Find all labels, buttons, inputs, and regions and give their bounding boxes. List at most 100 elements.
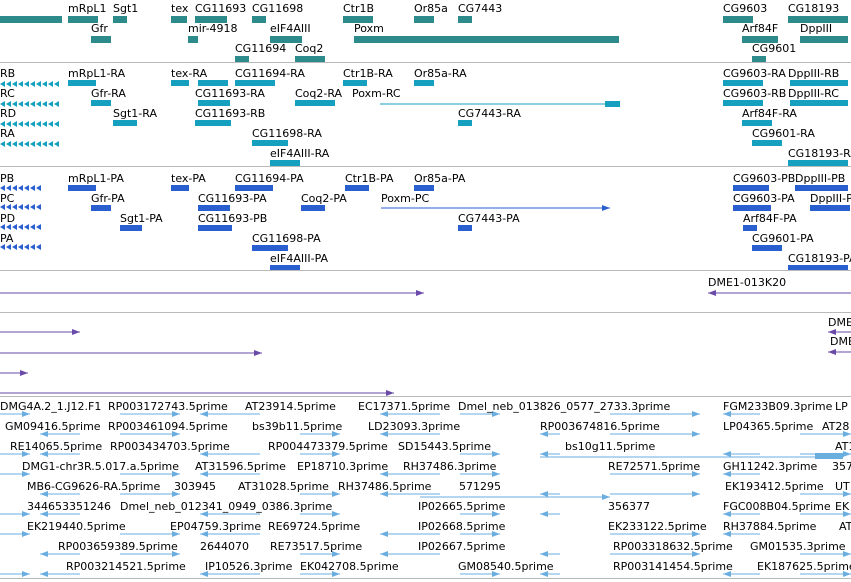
contigs-track-feature-label[interactable]: DME1-013K20 — [708, 276, 787, 289]
genes-track-feature-label[interactable]: CG11693 — [195, 2, 247, 15]
protein-glyph[interactable] — [18, 224, 23, 230]
protein-glyph[interactable] — [795, 185, 848, 191]
transcript-glyph[interactable] — [6, 141, 11, 147]
proteins-track-feature-label[interactable]: CG11698-PA — [252, 232, 321, 245]
transcripts-track-feature-label[interactable]: Coq2-RA — [295, 87, 343, 100]
transcript-glyph[interactable] — [414, 80, 434, 86]
proteins-track-feature-label[interactable]: Gfr-PA — [91, 192, 125, 205]
transcript-glyph[interactable] — [18, 101, 23, 107]
protein-glyph[interactable] — [24, 244, 29, 250]
protein-glyph[interactable] — [12, 185, 17, 191]
gene-glyph[interactable] — [235, 56, 249, 63]
ests-track-feature-label[interactable]: IP10526.3prime — [205, 560, 293, 573]
ests-track-feature-label[interactable]: bs39b11.5prime — [252, 420, 343, 433]
ests-track-feature-label[interactable]: IP02667.5prime — [418, 540, 506, 553]
protein-glyph[interactable] — [6, 204, 11, 210]
proteins-track-feature-label[interactable]: CG11693-PA — [198, 192, 267, 205]
protein-glyph[interactable] — [18, 204, 23, 210]
ests-track-feature-label[interactable]: AT31028.5prime — [238, 480, 329, 493]
gene-glyph[interactable] — [195, 16, 227, 23]
transcripts-track-feature-label[interactable]: Or85a-RA — [414, 67, 467, 80]
transcript-glyph[interactable] — [24, 81, 29, 87]
transcript-glyph[interactable] — [723, 100, 763, 106]
transcripts-track-feature-label[interactable]: CG11693-RA — [195, 87, 265, 100]
transcript-glyph[interactable] — [0, 101, 5, 107]
protein-glyph[interactable] — [301, 205, 325, 211]
transcripts-track-feature-label[interactable]: Ctr1B-RA — [343, 67, 393, 80]
transcript-glyph[interactable] — [6, 81, 11, 87]
transcript-glyph[interactable] — [42, 101, 47, 107]
transcript-glyph[interactable] — [742, 120, 772, 126]
gene-glyph[interactable] — [723, 16, 753, 23]
ests-track-feature-label[interactable]: 356377 — [608, 500, 650, 513]
proteins-track-feature-label[interactable]: Or85a-PA — [414, 172, 466, 185]
ests-track-feature-label[interactable]: EK193412.5prime — [725, 480, 824, 493]
gene-glyph[interactable] — [343, 16, 373, 23]
ests-track-feature-label[interactable]: 571295 — [459, 480, 501, 493]
protein-glyph[interactable] — [24, 224, 29, 230]
transcript-glyph[interactable] — [54, 101, 59, 107]
gene-glyph[interactable] — [252, 16, 266, 23]
ests-track-feature-label[interactable]: UT — [835, 480, 850, 493]
protein-glyph[interactable] — [345, 185, 369, 191]
transcript-glyph[interactable] — [252, 140, 288, 146]
ests-track-feature-label[interactable]: LD23093.3prime — [368, 420, 461, 433]
protein-glyph[interactable] — [788, 265, 848, 271]
ests-track-feature-label[interactable]: GH11242.3prime — [723, 460, 818, 473]
transcript-glyph[interactable] — [54, 81, 59, 87]
genes-track-feature-label[interactable]: CG9601 — [752, 42, 797, 55]
ests-track-feature-label[interactable]: SD15443.5prime — [398, 440, 491, 453]
proteins-track-feature-label[interactable]: CG11694-PA — [235, 172, 304, 185]
ests-track-feature-label[interactable]: GM08540.5prime — [458, 560, 554, 573]
proteins-track-feature-label[interactable]: CG9603-PA — [733, 192, 795, 205]
ests-track-feature-label[interactable]: FGM233B09.3prime — [723, 400, 833, 413]
transcript-glyph[interactable] — [42, 81, 47, 87]
proteins-track-feature-label[interactable]: eIF4AIII-PA — [270, 252, 329, 265]
transcript-glyph[interactable] — [235, 80, 275, 86]
transcript-glyph[interactable] — [0, 121, 5, 127]
ests-track-feature-label[interactable]: Dmel_neb_013826_0577_2733.3prime — [458, 400, 671, 413]
genes-track-feature-label[interactable]: Coq2 — [295, 42, 324, 55]
transcript-glyph[interactable] — [198, 100, 230, 106]
protein-glyph[interactable] — [30, 224, 35, 230]
transcripts-track-feature-label[interactable]: CG7443-RA — [458, 107, 521, 120]
ests-track-feature-label[interactable]: AT13 — [835, 440, 851, 453]
ests-track-feature-label[interactable]: EK042708.5prime — [300, 560, 399, 573]
protein-glyph[interactable] — [235, 185, 273, 191]
protein-glyph[interactable] — [30, 204, 35, 210]
transcript-glyph[interactable] — [12, 81, 17, 87]
protein-glyph[interactable] — [6, 185, 11, 191]
ests-track-feature-label[interactable]: 344653351246 — [27, 500, 111, 513]
transcript-glyph[interactable] — [42, 141, 47, 147]
transcript-glyph[interactable] — [723, 80, 763, 86]
protein-glyph[interactable] — [36, 244, 41, 250]
gene-glyph[interactable] — [752, 56, 766, 63]
ests-track-feature-label[interactable]: IP02665.5prime — [418, 500, 506, 513]
proteins-track-feature-label[interactable]: PA — [0, 232, 14, 245]
ests-track-feature-label[interactable]: IP02668.5prime — [418, 520, 506, 533]
transcript-glyph[interactable] — [48, 141, 53, 147]
ests-track-feature-label[interactable]: RP003659389.5prime — [58, 540, 178, 553]
protein-glyph[interactable] — [36, 185, 41, 191]
genes-track-feature-label[interactable]: CG11694 — [235, 42, 287, 55]
protein-glyph[interactable] — [743, 225, 757, 231]
protein-glyph[interactable] — [12, 244, 17, 250]
protein-glyph[interactable] — [120, 225, 142, 231]
ests-track-feature-label[interactable]: EC17371.5prime — [358, 400, 451, 413]
genes-track-feature-label[interactable]: Poxm — [354, 22, 384, 35]
proteins-track-feature-label[interactable]: Ctr1B-PA — [345, 172, 394, 185]
transcript-glyph[interactable] — [68, 80, 96, 86]
transcript-glyph[interactable] — [24, 121, 29, 127]
protein-glyph[interactable] — [24, 204, 29, 210]
proteins-track-feature-label[interactable]: CG9603-PB — [733, 172, 796, 185]
ests-track-feature-label[interactable]: AT31596.5prime — [195, 460, 286, 473]
proteins-track-feature-label[interactable]: PB — [0, 172, 15, 185]
ests-track-feature-label[interactable]: RE72571.5prime — [608, 460, 701, 473]
proteins-track-feature-label[interactable]: Poxm-PC — [381, 192, 430, 205]
transcript-glyph[interactable] — [788, 160, 848, 166]
gene-glyph[interactable] — [742, 36, 778, 43]
transcript-glyph[interactable] — [36, 81, 41, 87]
gene-glyph[interactable] — [354, 36, 619, 43]
gene-glyph[interactable] — [295, 56, 325, 63]
transcript-glyph[interactable] — [458, 120, 472, 126]
